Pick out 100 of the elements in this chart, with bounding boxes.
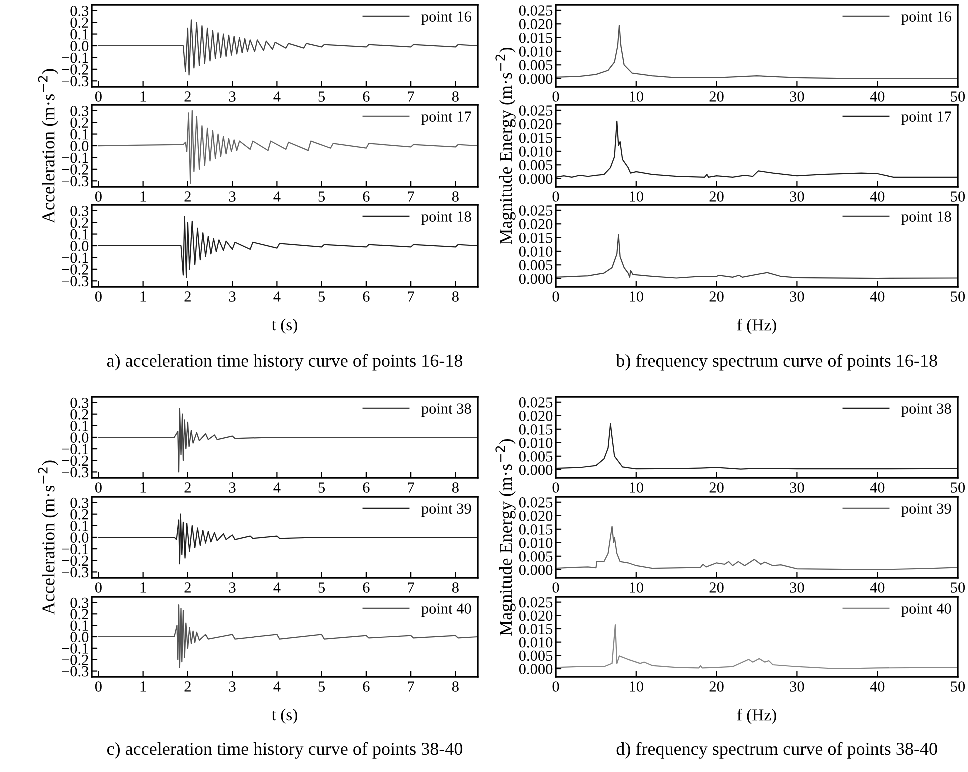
x-tick-label: 1	[140, 582, 146, 593]
y-tick-label: 0.2	[70, 609, 88, 620]
legend-label: point 40	[902, 604, 952, 618]
y-tick-label: 0.3	[70, 106, 89, 116]
y-tick-label: 0.1	[70, 129, 88, 140]
x-tick-label: 2	[184, 682, 191, 692]
x-tick-label: 7	[408, 192, 414, 202]
x-tick-label: 5	[318, 192, 326, 202]
y-tick-label: 0.020	[519, 19, 553, 30]
y-axis-title: Acceleration (m·s$^{−2}$)	[38, 460, 58, 615]
y-tick-label: −0.2	[62, 456, 88, 466]
x-tick-label: 40	[870, 292, 885, 302]
y-tick-label: 0.005	[519, 160, 553, 171]
y-tick-label: 0.0	[70, 141, 89, 152]
y-tick-label: 0.3	[70, 206, 89, 216]
y-tick-label: 0.2	[70, 18, 88, 28]
y-tick-label: 0.000	[519, 664, 553, 675]
text: c) acceleration time history curve of points 38-40	[107, 742, 463, 759]
y-tick-label: 0.2	[70, 118, 88, 128]
y-tick-label: 0.010	[519, 46, 553, 57]
x-tick-label: 0	[552, 682, 560, 692]
x-tick-label: 6	[363, 682, 370, 692]
y-tick-label: 0.3	[70, 498, 89, 508]
x-tick-label: 0	[552, 582, 560, 593]
y-tick-label: 0.000	[519, 465, 553, 476]
y-tick-label: −0.2	[62, 655, 88, 666]
legend-label: point 40	[422, 604, 472, 618]
x-axis-title: t (s)	[272, 708, 298, 724]
x-tick-label: 8	[452, 482, 459, 493]
line-series	[556, 423, 958, 470]
y-tick-label: 0.020	[519, 511, 553, 522]
line-series	[556, 624, 958, 670]
x-tick-label: 8	[452, 682, 459, 692]
x-tick-label: 50	[951, 92, 966, 102]
x-tick-label: 6	[363, 582, 370, 593]
x-tick-label: 5	[318, 292, 326, 302]
x-tick-label: 40	[870, 482, 885, 493]
x-tick-label: 30	[790, 682, 804, 692]
y-tick-label: 0.000	[519, 74, 553, 84]
legend-label: point 18	[902, 212, 952, 226]
x-tick-label: 6	[363, 482, 370, 493]
x-tick-label: 6	[363, 192, 370, 202]
x-tick-label: 30	[790, 92, 804, 102]
x-tick-label: 50	[951, 482, 966, 493]
y-tick-label: 0.020	[519, 119, 553, 130]
y-tick-label: 0.2	[70, 410, 88, 420]
y-tick-label: 0.025	[519, 498, 553, 508]
x-tick-label: 20	[710, 482, 724, 493]
y-tick-label: −0.3	[62, 467, 89, 478]
legend-label: point 17	[902, 112, 952, 126]
x-tick-label: 30	[790, 482, 804, 493]
x-tick-label: 0	[95, 682, 102, 692]
x-tick-label: 2	[184, 92, 191, 102]
y-tick-label: 0.025	[519, 106, 553, 116]
x-tick-label: 4	[274, 192, 281, 202]
x-tick-label: 50	[951, 292, 966, 302]
x-tick-label: 3	[229, 582, 236, 593]
y-tick-label: −0.3	[62, 276, 89, 287]
x-tick-label: 30	[790, 192, 804, 202]
y-tick-label: 0.005	[519, 452, 553, 462]
x-tick-label: 40	[870, 582, 885, 593]
y-tick-label: 0.000	[519, 565, 553, 576]
y-tick-label: −0.1	[62, 544, 88, 555]
x-tick-label: 50	[951, 582, 966, 593]
y-tick-label: −0.1	[62, 444, 88, 455]
x-tick-label: 8	[452, 582, 459, 593]
x-tick-label: 7	[408, 482, 414, 493]
x-axis-title: f (Hz)	[737, 318, 776, 334]
y-tick-label: −0.2	[62, 556, 88, 566]
y-tick-label: 0.020	[519, 610, 553, 622]
x-tick-label: 5	[318, 582, 326, 593]
x-tick-label: 0	[552, 92, 560, 102]
y-tick-label: 0.020	[519, 219, 553, 230]
x-tick-label: 5	[318, 482, 326, 493]
y-tick-label: −0.1	[62, 252, 88, 264]
y-tick-label: −0.3	[62, 666, 89, 677]
legend-label: point 16	[422, 12, 472, 26]
y-axis-title: Magnitude Energy (m·s$^{−2}$)	[496, 48, 516, 244]
y-tick-label: 0.000	[519, 174, 553, 184]
y-tick-label: −0.3	[62, 176, 89, 187]
x-tick-label: 2	[184, 482, 191, 493]
y-tick-label: 0.1	[70, 229, 88, 240]
text: d) frequency spectrum curve of points 38-40	[616, 742, 938, 759]
x-tick-label: 20	[710, 682, 724, 692]
y-tick-label: 0.015	[519, 232, 553, 244]
x-tick-label: 0	[95, 582, 102, 593]
x-tick-label: 0	[95, 482, 102, 493]
y-tick-label: 0.0	[70, 241, 89, 252]
y-tick-label: 0.025	[519, 597, 553, 608]
y-tick-label: 0.3	[70, 6, 89, 16]
x-tick-label: 2	[184, 292, 191, 302]
y-tick-label: 0.015	[519, 132, 553, 144]
y-tick-label: 0.0	[70, 41, 89, 52]
y-tick-label: 0.015	[519, 624, 553, 635]
y-tick-label: −0.2	[62, 64, 88, 75]
y-tick-label: 0.005	[519, 60, 553, 71]
x-tick-label: 20	[710, 192, 724, 202]
x-tick-label: 10	[630, 192, 644, 202]
x-tick-label: 4	[274, 292, 281, 302]
x-tick-label: 2	[184, 582, 191, 593]
